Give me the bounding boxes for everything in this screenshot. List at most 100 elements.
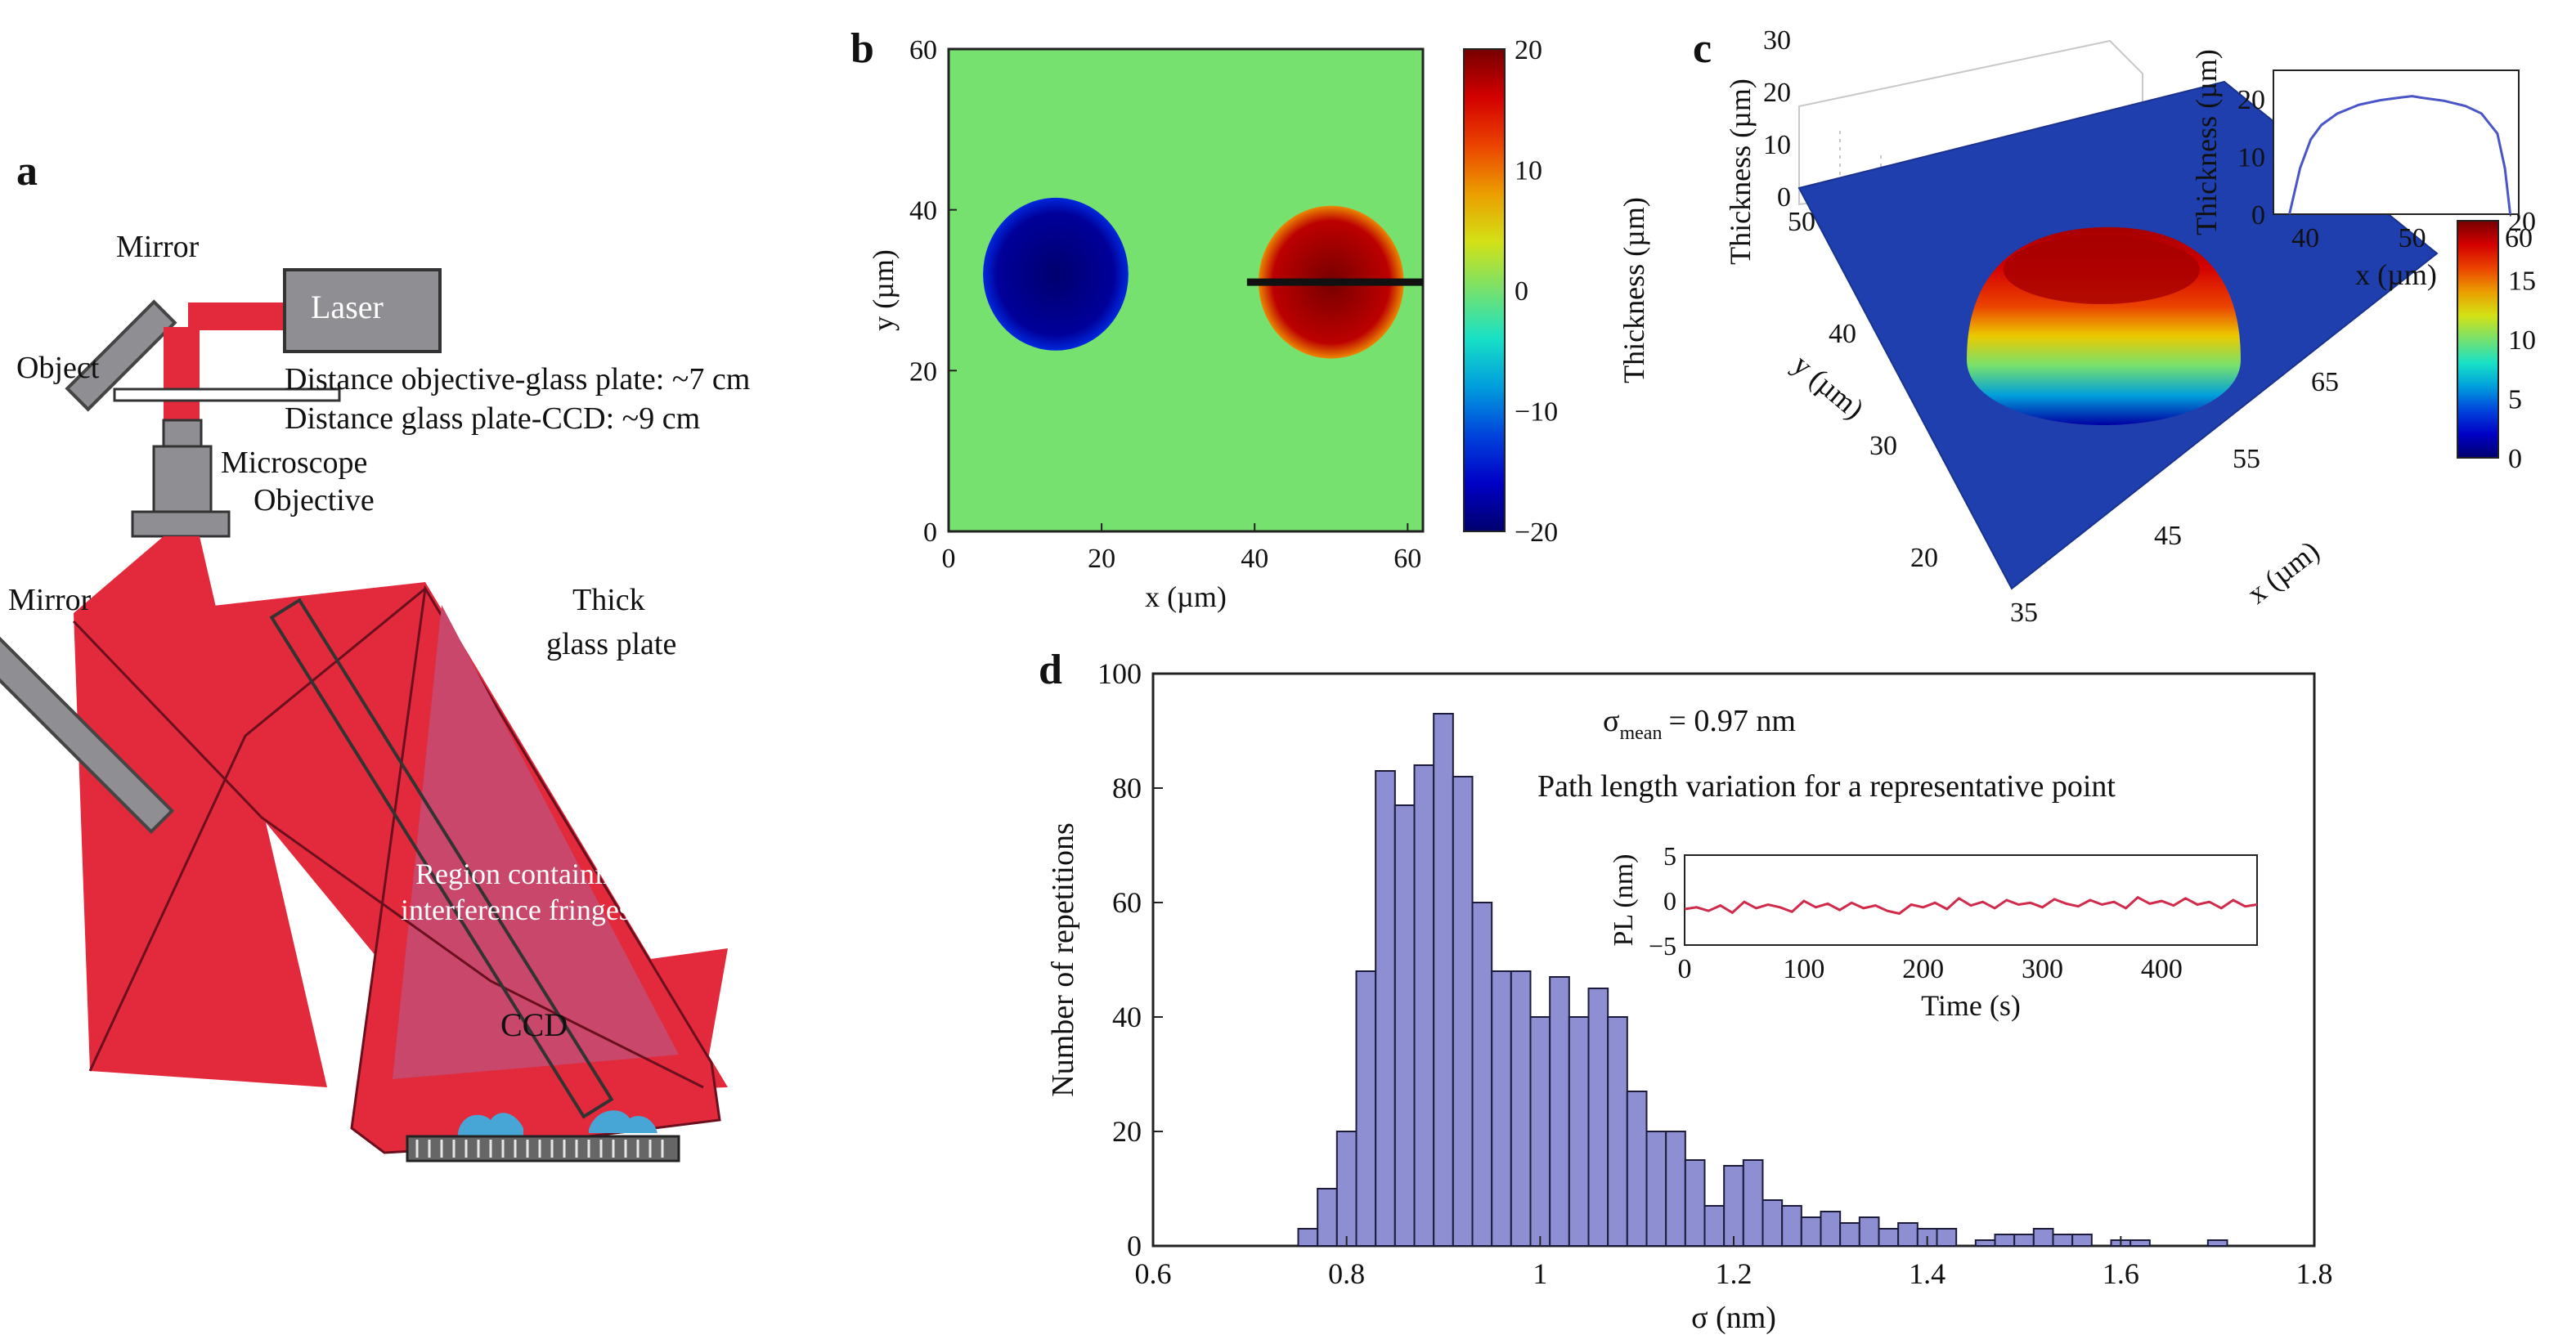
panel-a-diagram [0,268,728,1163]
colorbar-tick-label: 5 [2508,385,2522,415]
cell-left [458,1113,523,1136]
histogram-bar [1897,1222,1919,1247]
x-axis-label: x (µm) [2241,534,2325,610]
histogram-bar [1974,1239,1996,1247]
inset-x-tick-label: 300 [2022,954,2063,984]
label-object: Object [16,351,100,385]
colorbar [1463,48,1506,532]
y-tick-label: 40 [1112,1001,1142,1033]
inset-y-tick-label: 20 [2237,85,2265,115]
panel-d-letter: d [1039,647,1062,693]
beam-edges-2 [88,587,426,1072]
ccd-sensor [406,1135,680,1163]
histogram-bar [1393,804,1416,1247]
panel-d-histogram: 0.6 0.8 1 1.2 1.4 1.6 1.8 0 20 40 60 80 100 σ (nm) Num… [1046,657,2333,1335]
histogram-bar [2071,1234,2093,1247]
histogram-bar [1878,1228,1900,1247]
histogram-bar [2052,1234,2074,1247]
y-tick-label: 20 [1910,543,1938,573]
laser-beam-horizontal [188,302,286,330]
y-tick-label: 50 [1788,207,1815,237]
x-tick-label: 0.6 [1135,1257,1172,1290]
y-tick-label: 60 [909,35,937,65]
histogram-bar [1529,1016,1551,1247]
inset-y-tick-label: 5 [1663,841,1676,871]
top-mirror [65,299,177,412]
label-glass-plate: glass plate [546,627,677,661]
x-tick-label: 60 [1393,544,1421,574]
label-region-1: Region containing [415,858,632,890]
histogram-bar [1703,1205,1726,1247]
dome-top [2004,235,2200,304]
histogram-bar [1994,1234,2016,1247]
label-region-2: interference fringes [401,894,631,926]
z-tick-label: 10 [1763,130,1791,160]
histogram-bar [1433,713,1454,1247]
x-tick-label: 1.6 [2103,1257,2139,1290]
beam-edges [72,620,704,1089]
panel-c-letter: c [1693,25,1712,72]
inset-x-tick-label: 50 [2399,223,2426,253]
sigma-subscript: mean [1619,723,1662,744]
histogram-bar [1626,1091,1648,1247]
colorbar-tick-label: 15 [2508,267,2536,297]
x-tick-label: 45 [2154,521,2182,551]
inset-y-tick-label: 10 [2237,143,2265,173]
colorbar-tick-label: 20 [1515,35,1542,65]
colorbar-label: Thickness (µm) [1618,197,1650,383]
z-tick-label: 30 [1763,25,1791,56]
histogram-bar [1471,902,1493,1247]
histogram-bar [1413,764,1435,1247]
histogram-bar [1491,970,1512,1247]
inset-y-tick-label: 0 [1663,886,1676,916]
histogram-bar [1355,970,1377,1247]
x-tick-label: 20 [1088,544,1115,574]
label-mirror-top: Mirror [116,230,200,264]
inset-x-tick-label: 0 [1678,954,1692,984]
label-ccd: CCD [500,1006,568,1043]
sigma-value: = 0.97 nm [1668,704,1796,738]
histogram-bar [1800,1216,1822,1247]
cell-right [589,1110,657,1133]
histogram-bar [1375,770,1396,1247]
x-tick-label: 1 [1533,1257,1547,1290]
histogram-bar [1684,1159,1706,1247]
y-tick-label: 80 [1112,772,1142,804]
laser-box [283,268,442,353]
x-axis-label: x (µm) [1145,580,1227,613]
histogram-bar [2013,1234,2035,1247]
inset-line [2288,95,2512,215]
histogram-bar [1510,970,1532,1247]
label-laser: Laser [311,289,384,325]
y-tick-label: 40 [909,196,937,226]
panel-b-letter: b [850,25,874,72]
sigma-symbol: σ [1603,704,1619,738]
histogram-bar [1587,988,1609,1247]
histogram-bar [1839,1222,1860,1247]
z-axis-label: Thickness (µm) [1724,78,1757,265]
left-mirror [0,629,175,835]
x-tick-label: 55 [2233,444,2260,474]
y-tick-label: 40 [1829,319,1856,349]
x-tick-label: 65 [2311,367,2339,397]
x-tick-label: 35 [2010,598,2038,628]
inset-y-tick-label: 0 [2251,200,2265,231]
label-mirror-left: Mirror [8,583,92,617]
y-axis-label: Number of repetitions [1046,822,1080,1097]
y-tick-label: 0 [923,517,937,548]
inset-line [1684,895,2258,916]
label-distance-1: Distance objective-glass plate: ~7 cm [285,362,751,396]
histogram-bar [2032,1228,2054,1247]
inset-frame [2273,69,2520,215]
histogram-bar [2206,1239,2228,1247]
histogram-bar [1317,1188,1338,1247]
label-distance-2: Distance glass plate-CCD: ~9 cm [285,401,701,436]
y-tick-label: 60 [1112,886,1142,919]
objective-base [131,510,231,538]
inset-x-label: x (µm) [2355,258,2437,291]
objective-body [162,419,203,450]
histogram-bar [1568,1016,1590,1247]
histogram-bar [1781,1205,1802,1247]
y-tick-label: 20 [1112,1115,1142,1148]
x-tick-label: 0.8 [1328,1257,1365,1290]
